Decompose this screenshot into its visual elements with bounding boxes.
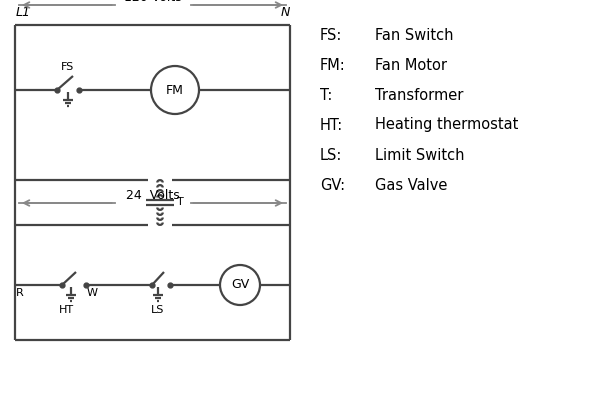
Text: L1: L1: [16, 6, 31, 19]
Text: T: T: [177, 197, 183, 207]
Text: LS: LS: [151, 305, 165, 315]
Text: Heating thermostat: Heating thermostat: [375, 118, 519, 132]
Text: GV:: GV:: [320, 178, 345, 192]
Text: FS:: FS:: [320, 28, 342, 42]
Text: 120 Volts: 120 Volts: [124, 0, 181, 4]
Text: W: W: [87, 288, 98, 298]
Text: R: R: [16, 288, 24, 298]
Text: Gas Valve: Gas Valve: [375, 178, 447, 192]
Text: HT: HT: [58, 305, 74, 315]
Text: Limit Switch: Limit Switch: [375, 148, 464, 162]
Text: HT:: HT:: [320, 118, 343, 132]
Text: Fan Switch: Fan Switch: [375, 28, 454, 42]
Text: LS:: LS:: [320, 148, 342, 162]
Text: GV: GV: [231, 278, 249, 292]
Text: FS: FS: [61, 62, 74, 72]
Text: 24  Volts: 24 Volts: [126, 189, 179, 202]
Text: Fan Motor: Fan Motor: [375, 58, 447, 72]
Text: Transformer: Transformer: [375, 88, 463, 102]
Text: T:: T:: [320, 88, 332, 102]
Text: FM:: FM:: [320, 58, 346, 72]
Text: N: N: [281, 6, 290, 19]
Text: FM: FM: [166, 84, 184, 96]
